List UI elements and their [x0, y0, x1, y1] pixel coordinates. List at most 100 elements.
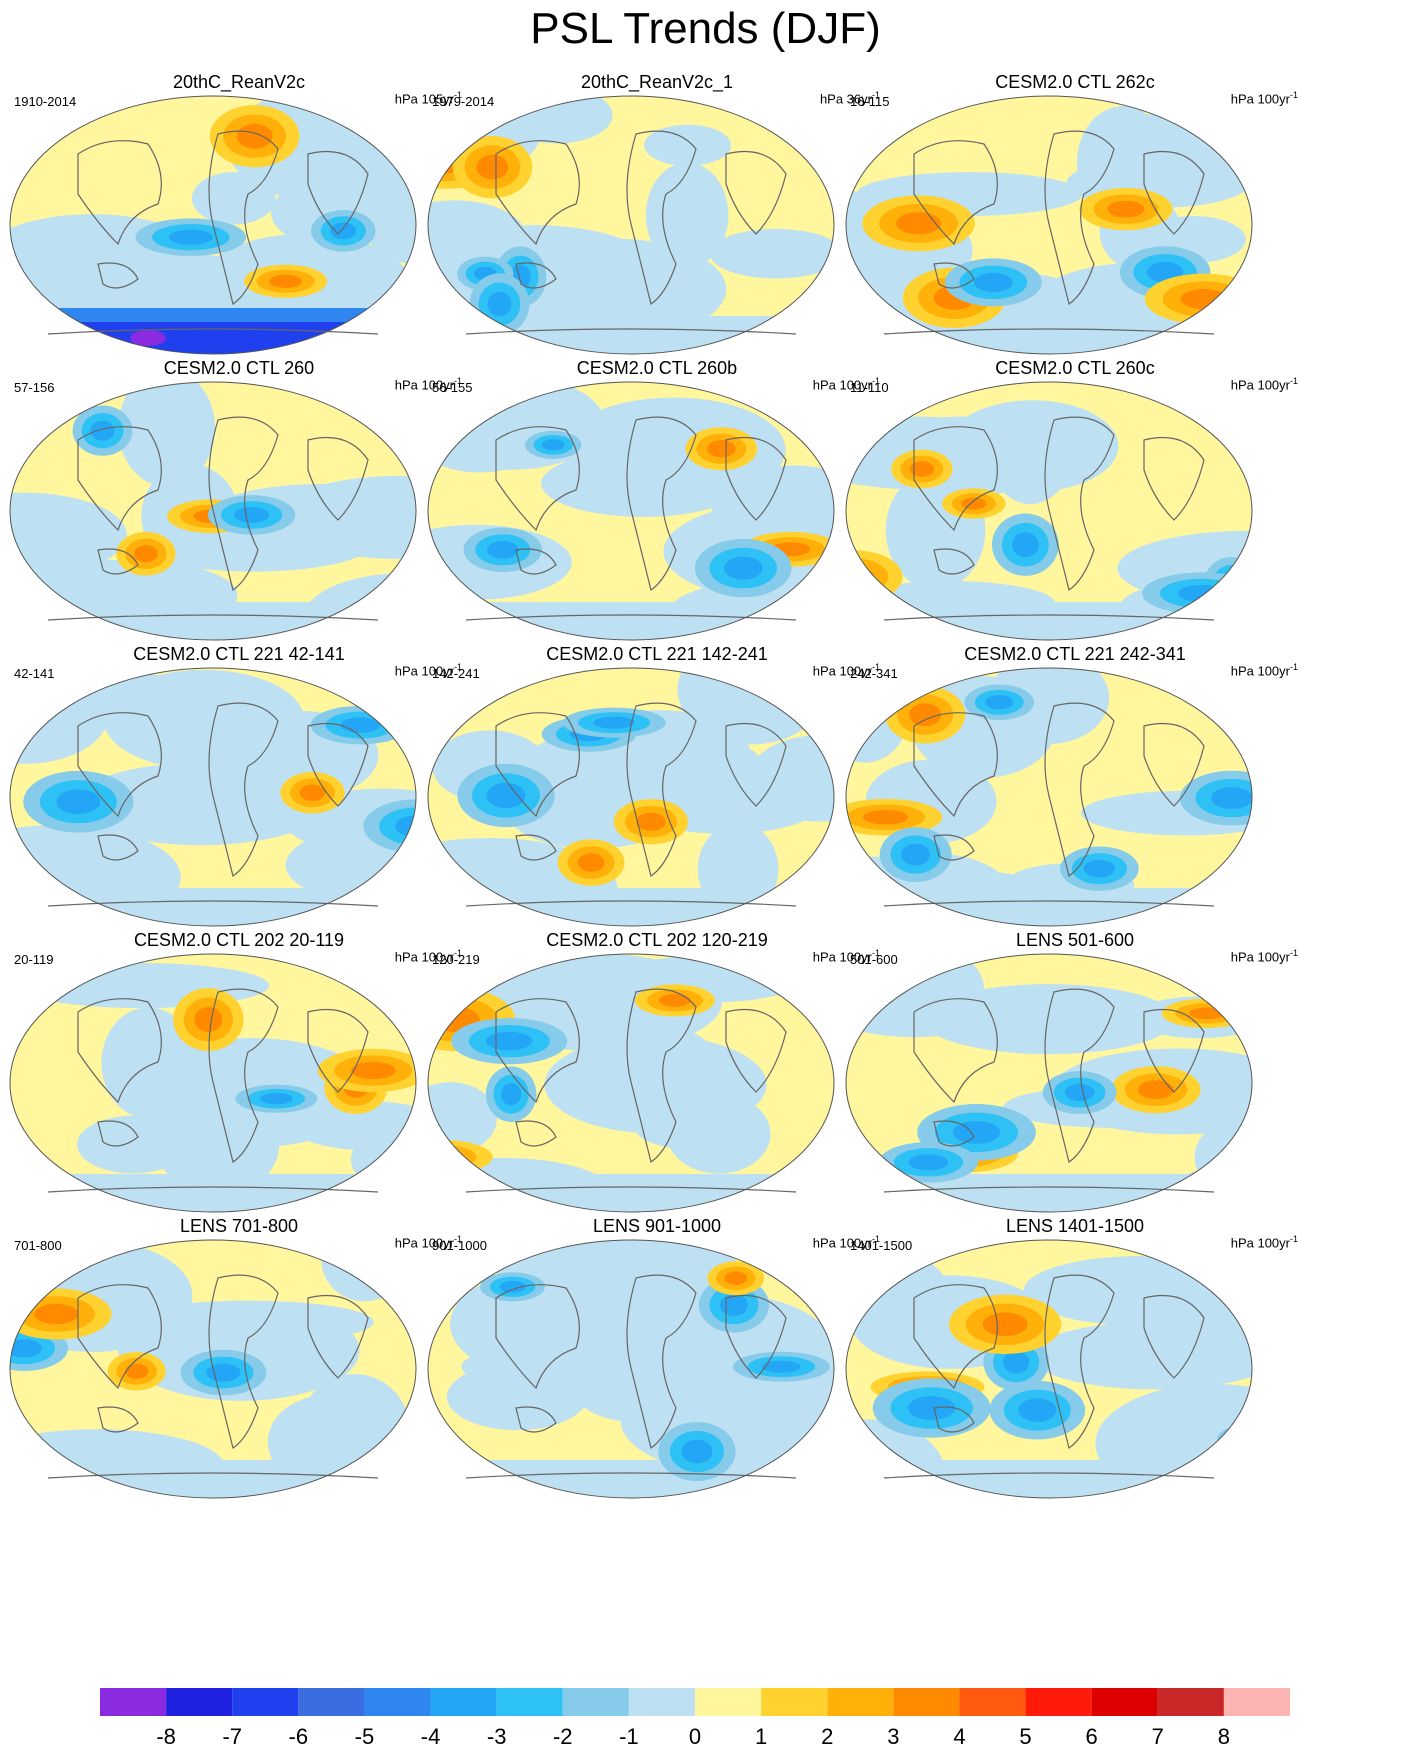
robinson-map	[845, 95, 1253, 355]
coastline	[47, 988, 379, 1193]
panel-year-range: 120-219	[432, 952, 480, 967]
map-panel: CESM2.0 CTL 221 242-341 242-341 hPa 100yr-…	[840, 644, 1310, 964]
panel-title: CESM2.0 CTL 260	[163, 358, 315, 378]
panel-title: LENS 501-600	[1015, 930, 1135, 950]
coastline	[883, 416, 1215, 621]
colorbar-swatch	[232, 1688, 299, 1716]
panel-units: hPa 100yr-1	[812, 948, 880, 965]
robinson-map	[9, 1239, 417, 1499]
map-panel: LENS 901-1000 901-1000 hPa 100yr-1	[422, 1216, 892, 1536]
panel-title: LENS 901-1000	[592, 1216, 722, 1236]
coastline	[465, 1274, 797, 1479]
robinson-map	[845, 381, 1253, 641]
map-panel: LENS 501-600 501-600 hPa 100yr-1	[840, 930, 1310, 1250]
coastline	[47, 130, 379, 335]
robinson-map	[427, 95, 835, 355]
panel-year-range: 57-156	[14, 380, 55, 395]
colorbar-tick-label: 7	[1151, 1724, 1164, 1749]
coastline	[47, 702, 379, 907]
panel-title: 20thC_ReanV2c_1	[580, 72, 734, 92]
coastline	[883, 702, 1215, 907]
robinson-map	[9, 953, 417, 1213]
robinson-map	[845, 953, 1253, 1213]
panel-title: CESM2.0 CTL 202 120-219	[546, 930, 768, 950]
robinson-map	[427, 381, 835, 641]
coastline	[465, 702, 797, 907]
map-panel: CESM2.0 CTL 202 20-119 20-119 hPa 100yr-1	[4, 930, 474, 1250]
map-panel: CESM2.0 CTL 202 120-219 120-219 hPa 100yr-…	[422, 930, 892, 1250]
panel-units: hPa 100yr-1	[1230, 376, 1298, 393]
panel-units: hPa 100yr-1	[1230, 948, 1298, 965]
colorbar-tick-label: 6	[1085, 1724, 1098, 1749]
panel-year-range: 56-155	[432, 380, 473, 395]
colorbar-tick-label: -3	[486, 1724, 507, 1749]
panel-title: CESM2.0 CTL 262c	[995, 72, 1155, 92]
panel-title: CESM2.0 CTL 260c	[995, 358, 1155, 378]
coastline	[883, 130, 1215, 335]
panel-title: 20thC_ReanV2c	[172, 72, 306, 92]
colorbar-swatch	[430, 1688, 497, 1716]
panel-year-range: 142-241	[432, 666, 480, 681]
map-panel: CESM2.0 CTL 262c 16-115 hPa 100yr-1	[840, 72, 1310, 392]
colorbar-tick-label: -7	[222, 1724, 242, 1749]
robinson-map	[845, 1239, 1253, 1499]
colorbar-tick-label: -1	[619, 1724, 639, 1749]
panel-year-range: 11-110	[850, 380, 889, 395]
map-panel: CESM2.0 CTL 260b 56-155 hPa 100yr-1	[422, 358, 892, 678]
panel-units: hPa 100yr-1	[812, 662, 880, 679]
colorbar-swatch	[959, 1688, 1026, 1716]
panel-units: hPa 100yr-1	[812, 376, 880, 393]
panel-year-range: 1979-2014	[432, 94, 495, 109]
map-panel: 20thC_ReanV2c_1 1979-2014 hPa 36yr-1	[422, 72, 892, 392]
colorbar-tick-label: 4	[953, 1724, 966, 1749]
panel-year-range: 501-600	[850, 952, 898, 967]
colorbar-swatch	[562, 1688, 629, 1716]
figure-title: PSL Trends (DJF)	[530, 4, 881, 53]
panel-units: hPa 100yr-1	[394, 948, 462, 965]
colorbar-tick-label: -4	[420, 1724, 441, 1749]
panel-title: LENS 1401-1500	[1005, 1216, 1145, 1236]
colorbar-swatch	[761, 1688, 828, 1716]
map-panel: CESM2.0 CTL 260c 11-110 hPa 100yr-1	[840, 358, 1310, 678]
colorbar-tick-label: 5	[1019, 1724, 1032, 1749]
panel-year-range: 16-115	[850, 94, 890, 109]
colorbar-tick-label: -5	[354, 1724, 375, 1749]
colorbar-tick-label: 1	[754, 1724, 768, 1749]
coastline	[47, 1274, 379, 1479]
map-panel: LENS 1401-1500 1401-1500 hPa 100yr-1	[840, 1216, 1310, 1536]
panel-year-range: 1401-1500	[850, 1238, 913, 1253]
map-panel: CESM2.0 CTL 260 57-156 hPa 100yr-1	[4, 358, 474, 678]
coastline	[465, 416, 797, 621]
robinson-map	[427, 953, 835, 1213]
panel-units: hPa 100yr-1	[1230, 662, 1298, 679]
map-panel: 20thC_ReanV2c 1910-2014 hPa 105yr-1	[4, 72, 474, 392]
robinson-map	[9, 95, 417, 355]
panel-units: hPa 100yr-1	[394, 376, 462, 393]
map-panel: CESM2.0 CTL 221 42-141 42-141 hPa 100yr-1	[4, 644, 474, 964]
coastline	[883, 1274, 1215, 1479]
colorbar-swatch	[1157, 1688, 1224, 1716]
colorbar-swatch	[827, 1688, 894, 1716]
panel-title: CESM2.0 CTL 221 42-141	[133, 644, 345, 664]
panel-title: CESM2.0 CTL 221 142-241	[546, 644, 768, 664]
colorbar-swatch	[628, 1688, 695, 1716]
panel-units: hPa 100yr-1	[812, 1234, 880, 1251]
colorbar-swatch	[695, 1688, 762, 1716]
coastline	[465, 130, 797, 335]
coastline	[883, 988, 1215, 1193]
colorbar-swatch	[1025, 1688, 1092, 1716]
colorbar-swatch	[364, 1688, 431, 1716]
colorbar-tick-label: 0	[688, 1724, 702, 1749]
map-panel: CESM2.0 CTL 221 142-241 142-241 hPa 100yr-…	[422, 644, 892, 964]
robinson-map	[9, 381, 417, 641]
panel-year-range: 42-141	[14, 666, 55, 681]
panel-units: hPa 100yr-1	[1230, 90, 1298, 107]
robinson-map	[9, 667, 417, 927]
panel-year-range: 701-800	[14, 1238, 62, 1253]
colorbar	[100, 1688, 1290, 1716]
colorbar-swatch	[893, 1688, 960, 1716]
colorbar-swatch	[496, 1688, 563, 1716]
panel-title: CESM2.0 CTL 221 242-341	[964, 644, 1186, 664]
colorbar-swatch	[298, 1688, 365, 1716]
panel-year-range: 242-341	[850, 666, 898, 681]
